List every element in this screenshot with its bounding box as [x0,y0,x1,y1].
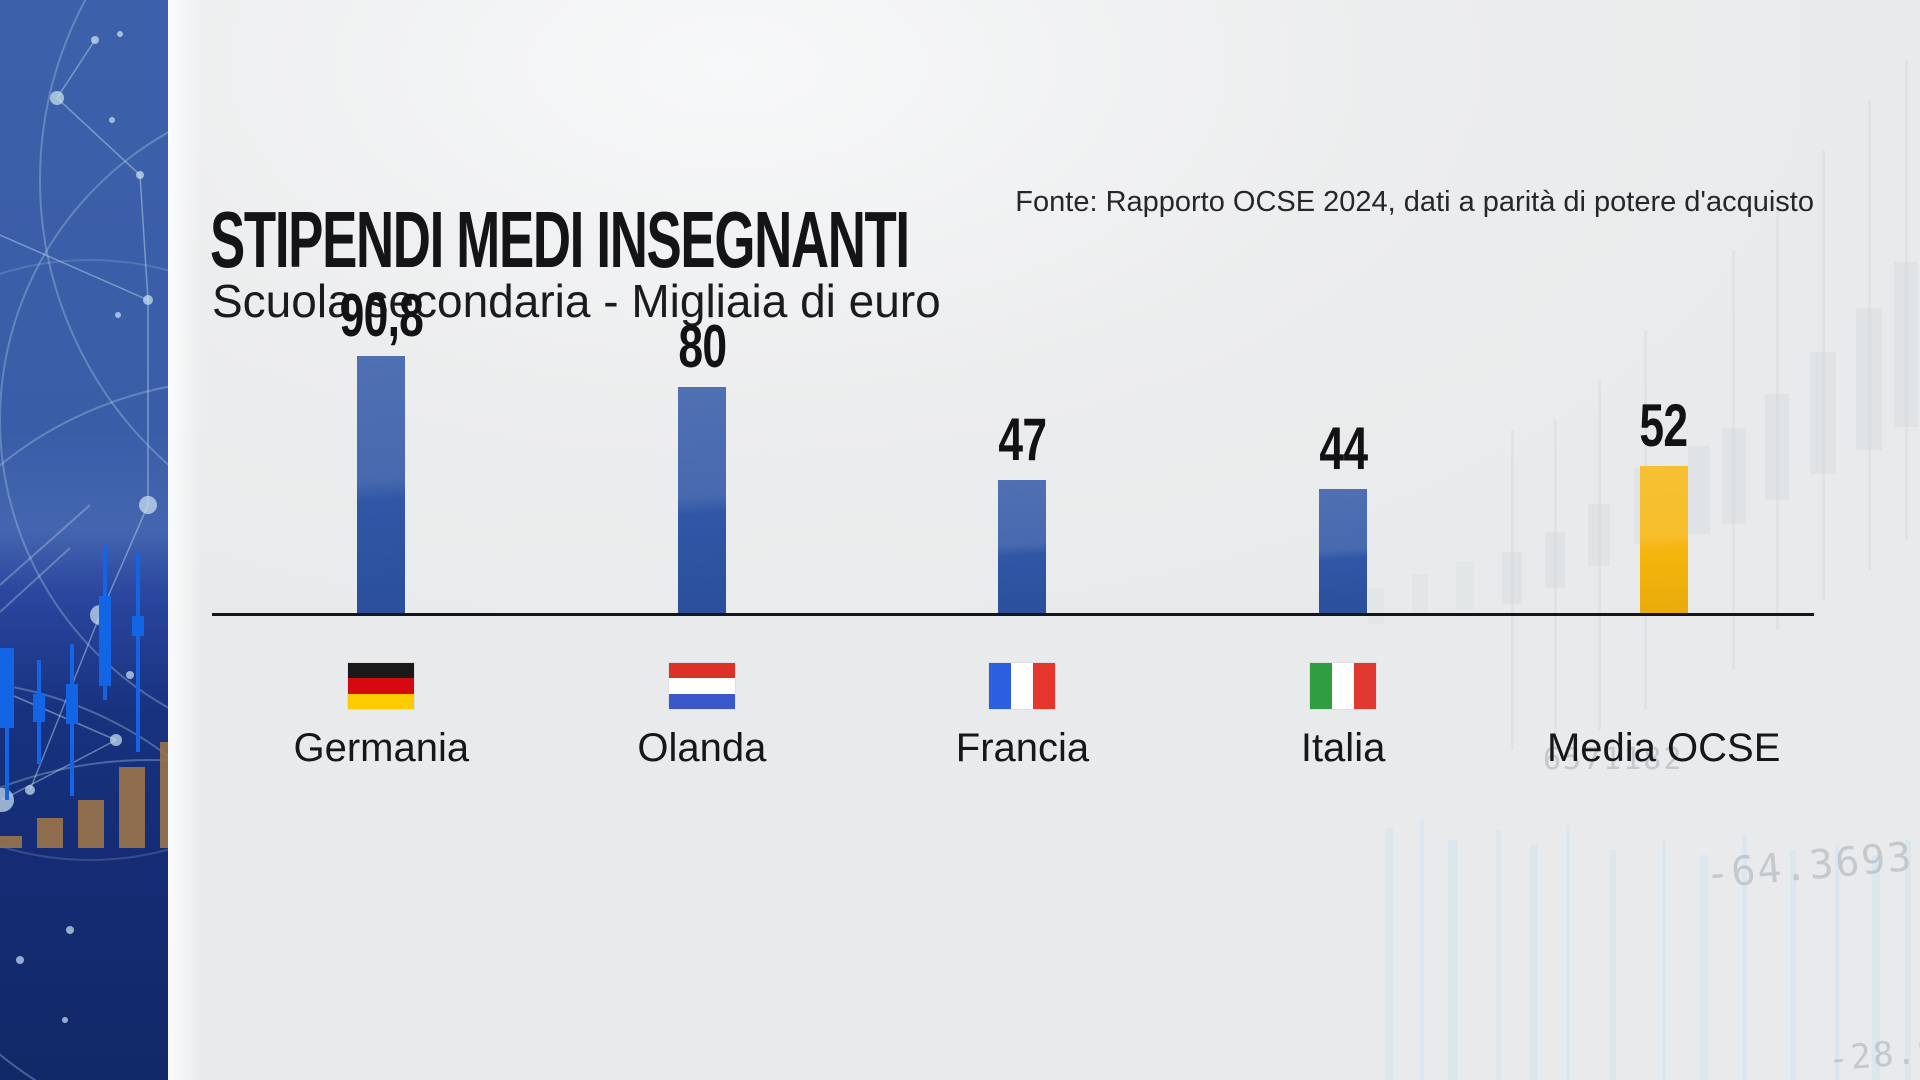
bar-label-francia: Francia [955,726,1090,770]
ticker-number: 6571182 [1543,742,1684,777]
bars-row: 90,8 80 47 44 52 [221,274,1824,614]
x-axis-line [212,613,1814,616]
bar-label-media-ocse: Media OCSE [1546,726,1781,770]
bar-value: 90,8 [339,282,424,349]
bar-group-germania: 90,8 [221,274,542,614]
bar-value: 80 [677,313,727,380]
page-title: STIPENDI MEDI INSEGNANTI [210,194,910,284]
bar-group-media-ocse: 52 [1503,274,1824,614]
bar-value: 47 [998,406,1048,473]
bar-label-olanda: Olanda [637,726,767,770]
page-subtitle: Scuola secondaria - Migliaia di euro [212,275,941,328]
candlestick-decoration-icon [0,546,144,800]
bar-olanda [677,387,726,614]
bar-label-germania: Germania [293,726,470,770]
bar-germania [357,356,406,614]
bar-value: 44 [1319,415,1368,482]
panel-edge-highlight [168,0,202,1080]
bar-chart-decoration-icon [0,742,168,848]
germany-flag-icon [348,663,415,709]
ticker-number: -28.93 [1826,1028,1920,1080]
sidebar-decoration [0,0,168,1080]
bar-francia [998,480,1047,614]
bar-label-italia: Italia [1300,726,1386,770]
france-flag-icon [989,663,1056,709]
network-graph-icon [0,0,168,1080]
flags-row [221,663,1824,709]
ticker-number: -64.3693 [1703,833,1916,899]
labels-row: Germania Olanda Francia Italia Media OCS… [221,724,1824,772]
bar-media-ocse [1639,466,1688,614]
source-note: Fonte: Rapporto OCSE 2024, dati a parità… [1015,186,1814,218]
netherlands-flag-icon [668,663,735,709]
bar-group-francia: 47 [862,274,1183,614]
bar-group-olanda: 80 [542,274,863,614]
bar-group-italia: 44 [1183,274,1504,614]
bar-italia [1319,489,1368,614]
flag-placeholder [1631,663,1697,709]
italy-flag-icon [1310,663,1377,709]
chart-panel: 6571182 -64.3693 -28.93 STIPENDI MEDI IN… [168,0,1920,1080]
bar-value: 52 [1639,392,1689,459]
